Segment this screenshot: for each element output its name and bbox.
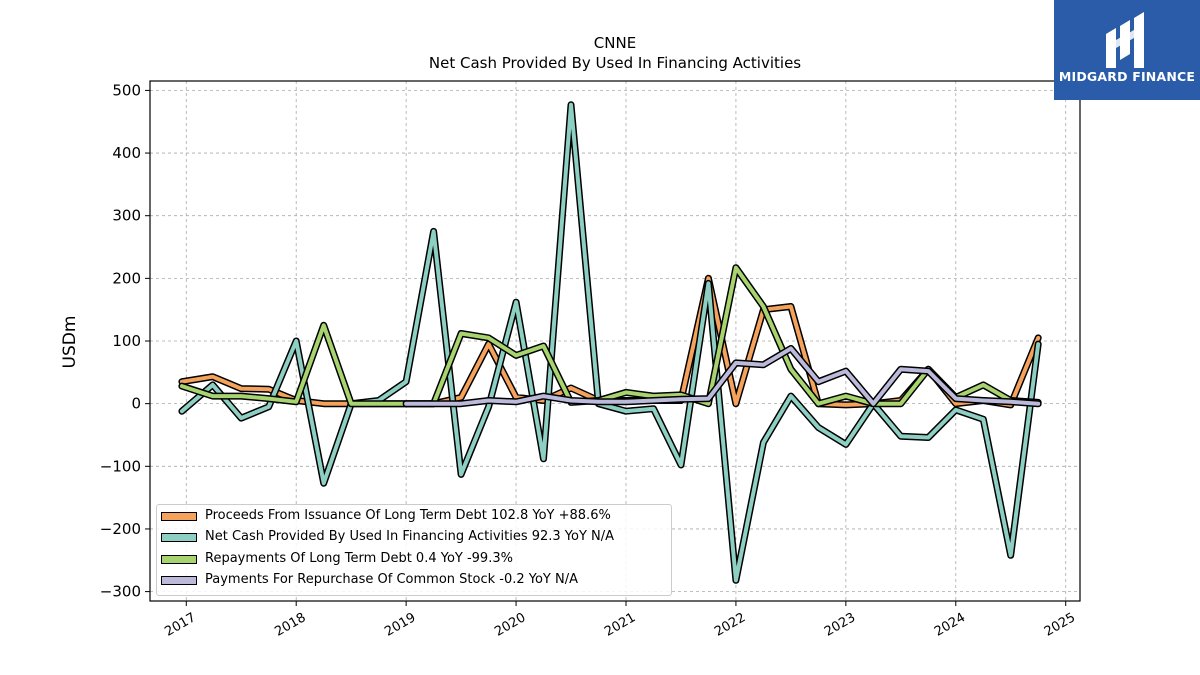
y-axis-label: USDm: [60, 316, 80, 369]
series-3: [402, 345, 1042, 408]
x-tick-label: 2017: [162, 610, 198, 640]
series-2: [178, 264, 1042, 408]
y-tick-label: −100: [100, 457, 141, 475]
y-tick-label: 500: [112, 81, 141, 99]
y-tick-label: −200: [100, 520, 141, 538]
y-tick-label: 300: [112, 207, 141, 225]
brand-name: MIDGARD FINANCE: [1058, 69, 1196, 84]
chart-legend: Proceeds From Issuance Of Long Term Debt…: [156, 504, 672, 596]
legend-label: Payments For Repurchase Of Common Stock …: [205, 572, 578, 587]
x-tick-label: 2021: [602, 610, 638, 640]
series-line-outline: [178, 274, 1042, 409]
legend-label: Proceeds From Issuance Of Long Term Debt…: [205, 508, 611, 523]
series-line: [404, 346, 1041, 406]
legend-swatch: [161, 576, 197, 585]
y-tick-label: −300: [100, 583, 141, 601]
x-tick-label: 2022: [712, 610, 748, 640]
series-line: [179, 265, 1041, 406]
x-tick-label: 2020: [492, 610, 528, 640]
series-line: [179, 102, 1041, 583]
legend-swatch: [161, 555, 197, 564]
x-tick-label: 2024: [932, 610, 968, 640]
series-1: [178, 101, 1042, 584]
x-tick-label: 2023: [822, 610, 858, 640]
legend-label: Repayments Of Long Term Debt 0.4 YoY -99…: [205, 551, 513, 566]
x-tick-label: 2025: [1042, 610, 1078, 640]
y-tick-label: 200: [112, 269, 141, 287]
chart-title: CNNE: [594, 34, 636, 52]
x-tick-label: 2018: [272, 610, 308, 640]
y-tick-label: 400: [112, 144, 141, 162]
series-line-outline: [178, 264, 1042, 408]
y-tick-label: 0: [131, 395, 141, 413]
series-0: [178, 274, 1042, 409]
legend-label: Net Cash Provided By Used In Financing A…: [205, 529, 615, 544]
legend-swatch: [161, 533, 197, 542]
series-layer: [178, 101, 1042, 584]
brand-logo: MIDGARD FINANCE: [1054, 0, 1200, 100]
chart-subtitle: Net Cash Provided By Used In Financing A…: [429, 54, 801, 72]
y-tick-label: 100: [112, 332, 141, 350]
x-tick-label: 2019: [382, 610, 418, 640]
midgard-logo-icon: [1106, 12, 1144, 68]
legend-swatch: [161, 512, 197, 521]
